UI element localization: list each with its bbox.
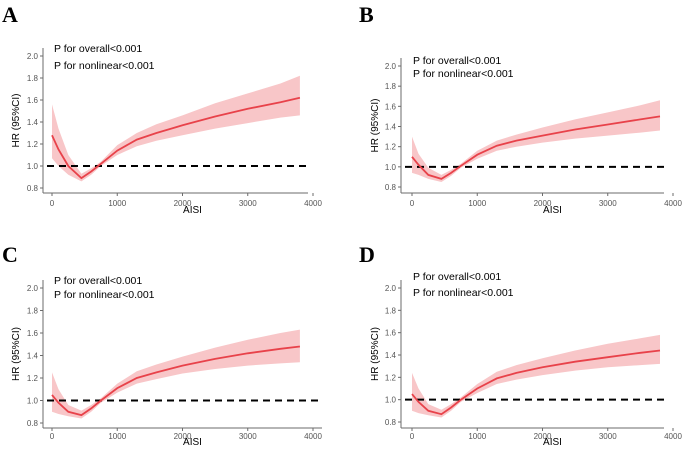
- y-tick-label: 0.8: [27, 184, 39, 193]
- confidence-band: [52, 75, 300, 182]
- y-tick-label: 0.8: [385, 418, 397, 427]
- x-tick-label: 2000: [174, 432, 192, 441]
- y-tick-label: 1.4: [385, 123, 397, 132]
- x-tick-label: 0: [410, 199, 415, 208]
- x-tick-label: 1000: [108, 199, 126, 208]
- x-tick-label: 4000: [304, 432, 322, 441]
- y-tick-label: 2.0: [27, 284, 39, 293]
- p-value-annotation: P for overall<0.001: [413, 55, 501, 67]
- x-tick-label: 3000: [599, 432, 617, 441]
- hr-curve: [411, 115, 661, 180]
- panel-letter: B: [359, 2, 374, 27]
- x-axis-title: AISI: [543, 205, 562, 216]
- x-axis-title: AISI: [543, 437, 562, 448]
- hr-curve: [51, 345, 301, 417]
- panel-c: C P for overall<0.001 P for nonlinear<0.00…: [2, 242, 322, 448]
- y-tick-label: 1.4: [385, 351, 397, 360]
- panel-letter: D: [359, 242, 375, 267]
- y-tick-label: 1.6: [27, 329, 39, 338]
- x-tick-label: 4000: [664, 432, 682, 441]
- y-axis-title: HR (95%CI): [370, 99, 381, 153]
- x-tick-label: 3000: [599, 199, 617, 208]
- x-tick-label: 4000: [304, 199, 322, 208]
- y-tick-label: 2.0: [385, 284, 397, 293]
- x-tick-label: 0: [410, 432, 415, 441]
- y-tick-label: 1.2: [385, 373, 397, 382]
- y-tick-label: 1.0: [27, 162, 39, 171]
- y-tick-label: 1.6: [27, 96, 39, 105]
- hr-curve: [411, 349, 661, 416]
- panel-letter: A: [2, 2, 18, 27]
- x-tick-label: 3000: [239, 432, 257, 441]
- x-tick-label: 0: [50, 432, 55, 441]
- y-tick-label: 1.2: [27, 140, 39, 149]
- x-tick-label: 2000: [534, 199, 552, 208]
- y-tick-label: 1.6: [385, 329, 397, 338]
- hr-curve: [51, 96, 301, 180]
- y-tick-label: 2.0: [385, 62, 397, 71]
- x-tick-label: 0: [50, 199, 55, 208]
- y-tick-label: 0.8: [27, 419, 39, 428]
- y-tick-label: 1.2: [385, 143, 397, 152]
- y-tick-label: 1.8: [385, 306, 397, 315]
- confidence-band: [52, 329, 300, 419]
- y-tick-label: 0.8: [385, 183, 397, 192]
- y-tick-label: 2.0: [27, 52, 39, 61]
- y-tick-label: 1.8: [27, 74, 39, 83]
- p-value-annotation: P for nonlinear<0.001: [54, 60, 155, 72]
- confidence-band: [412, 334, 660, 418]
- x-tick-label: 1000: [108, 432, 126, 441]
- y-axis-title: HR (95%CI): [11, 327, 22, 381]
- p-value-annotation: P for nonlinear<0.001: [54, 289, 155, 301]
- confidence-band: [412, 100, 660, 182]
- x-tick-label: 2000: [174, 199, 192, 208]
- y-tick-label: 1.6: [385, 102, 397, 111]
- y-tick-label: 1.0: [27, 397, 39, 406]
- panel-letter: C: [2, 242, 18, 267]
- x-tick-label: 3000: [239, 199, 257, 208]
- y-tick-label: 1.8: [27, 307, 39, 316]
- y-tick-label: 1.2: [27, 374, 39, 383]
- p-value-annotation: P for overall<0.001: [413, 271, 501, 283]
- y-tick-label: 1.4: [27, 352, 39, 361]
- p-value-annotation: P for overall<0.001: [54, 275, 142, 287]
- x-axis-title: AISI: [183, 437, 202, 448]
- y-axis-title: HR (95%CI): [11, 94, 22, 148]
- x-tick-label: 2000: [534, 432, 552, 441]
- x-tick-label: 1000: [468, 199, 486, 208]
- p-value-annotation: P for overall<0.001: [54, 43, 142, 55]
- y-tick-label: 1.8: [385, 82, 397, 91]
- panel-d: D P for overall<0.001 P for nonlinear<0.00…: [359, 242, 682, 448]
- x-tick-label: 4000: [664, 199, 682, 208]
- y-axis-title: HR (95%CI): [370, 327, 381, 381]
- panel-a: A P for overall<0.001 P for nonlinear<0.00…: [2, 2, 322, 216]
- p-value-annotation: P for nonlinear<0.001: [413, 287, 514, 299]
- x-axis-title: AISI: [183, 205, 202, 216]
- y-tick-label: 1.4: [27, 118, 39, 127]
- p-value-annotation: P for nonlinear<0.001: [413, 68, 514, 80]
- y-tick-label: 1.0: [385, 396, 397, 405]
- x-tick-label: 1000: [468, 432, 486, 441]
- y-tick-label: 1.0: [385, 163, 397, 172]
